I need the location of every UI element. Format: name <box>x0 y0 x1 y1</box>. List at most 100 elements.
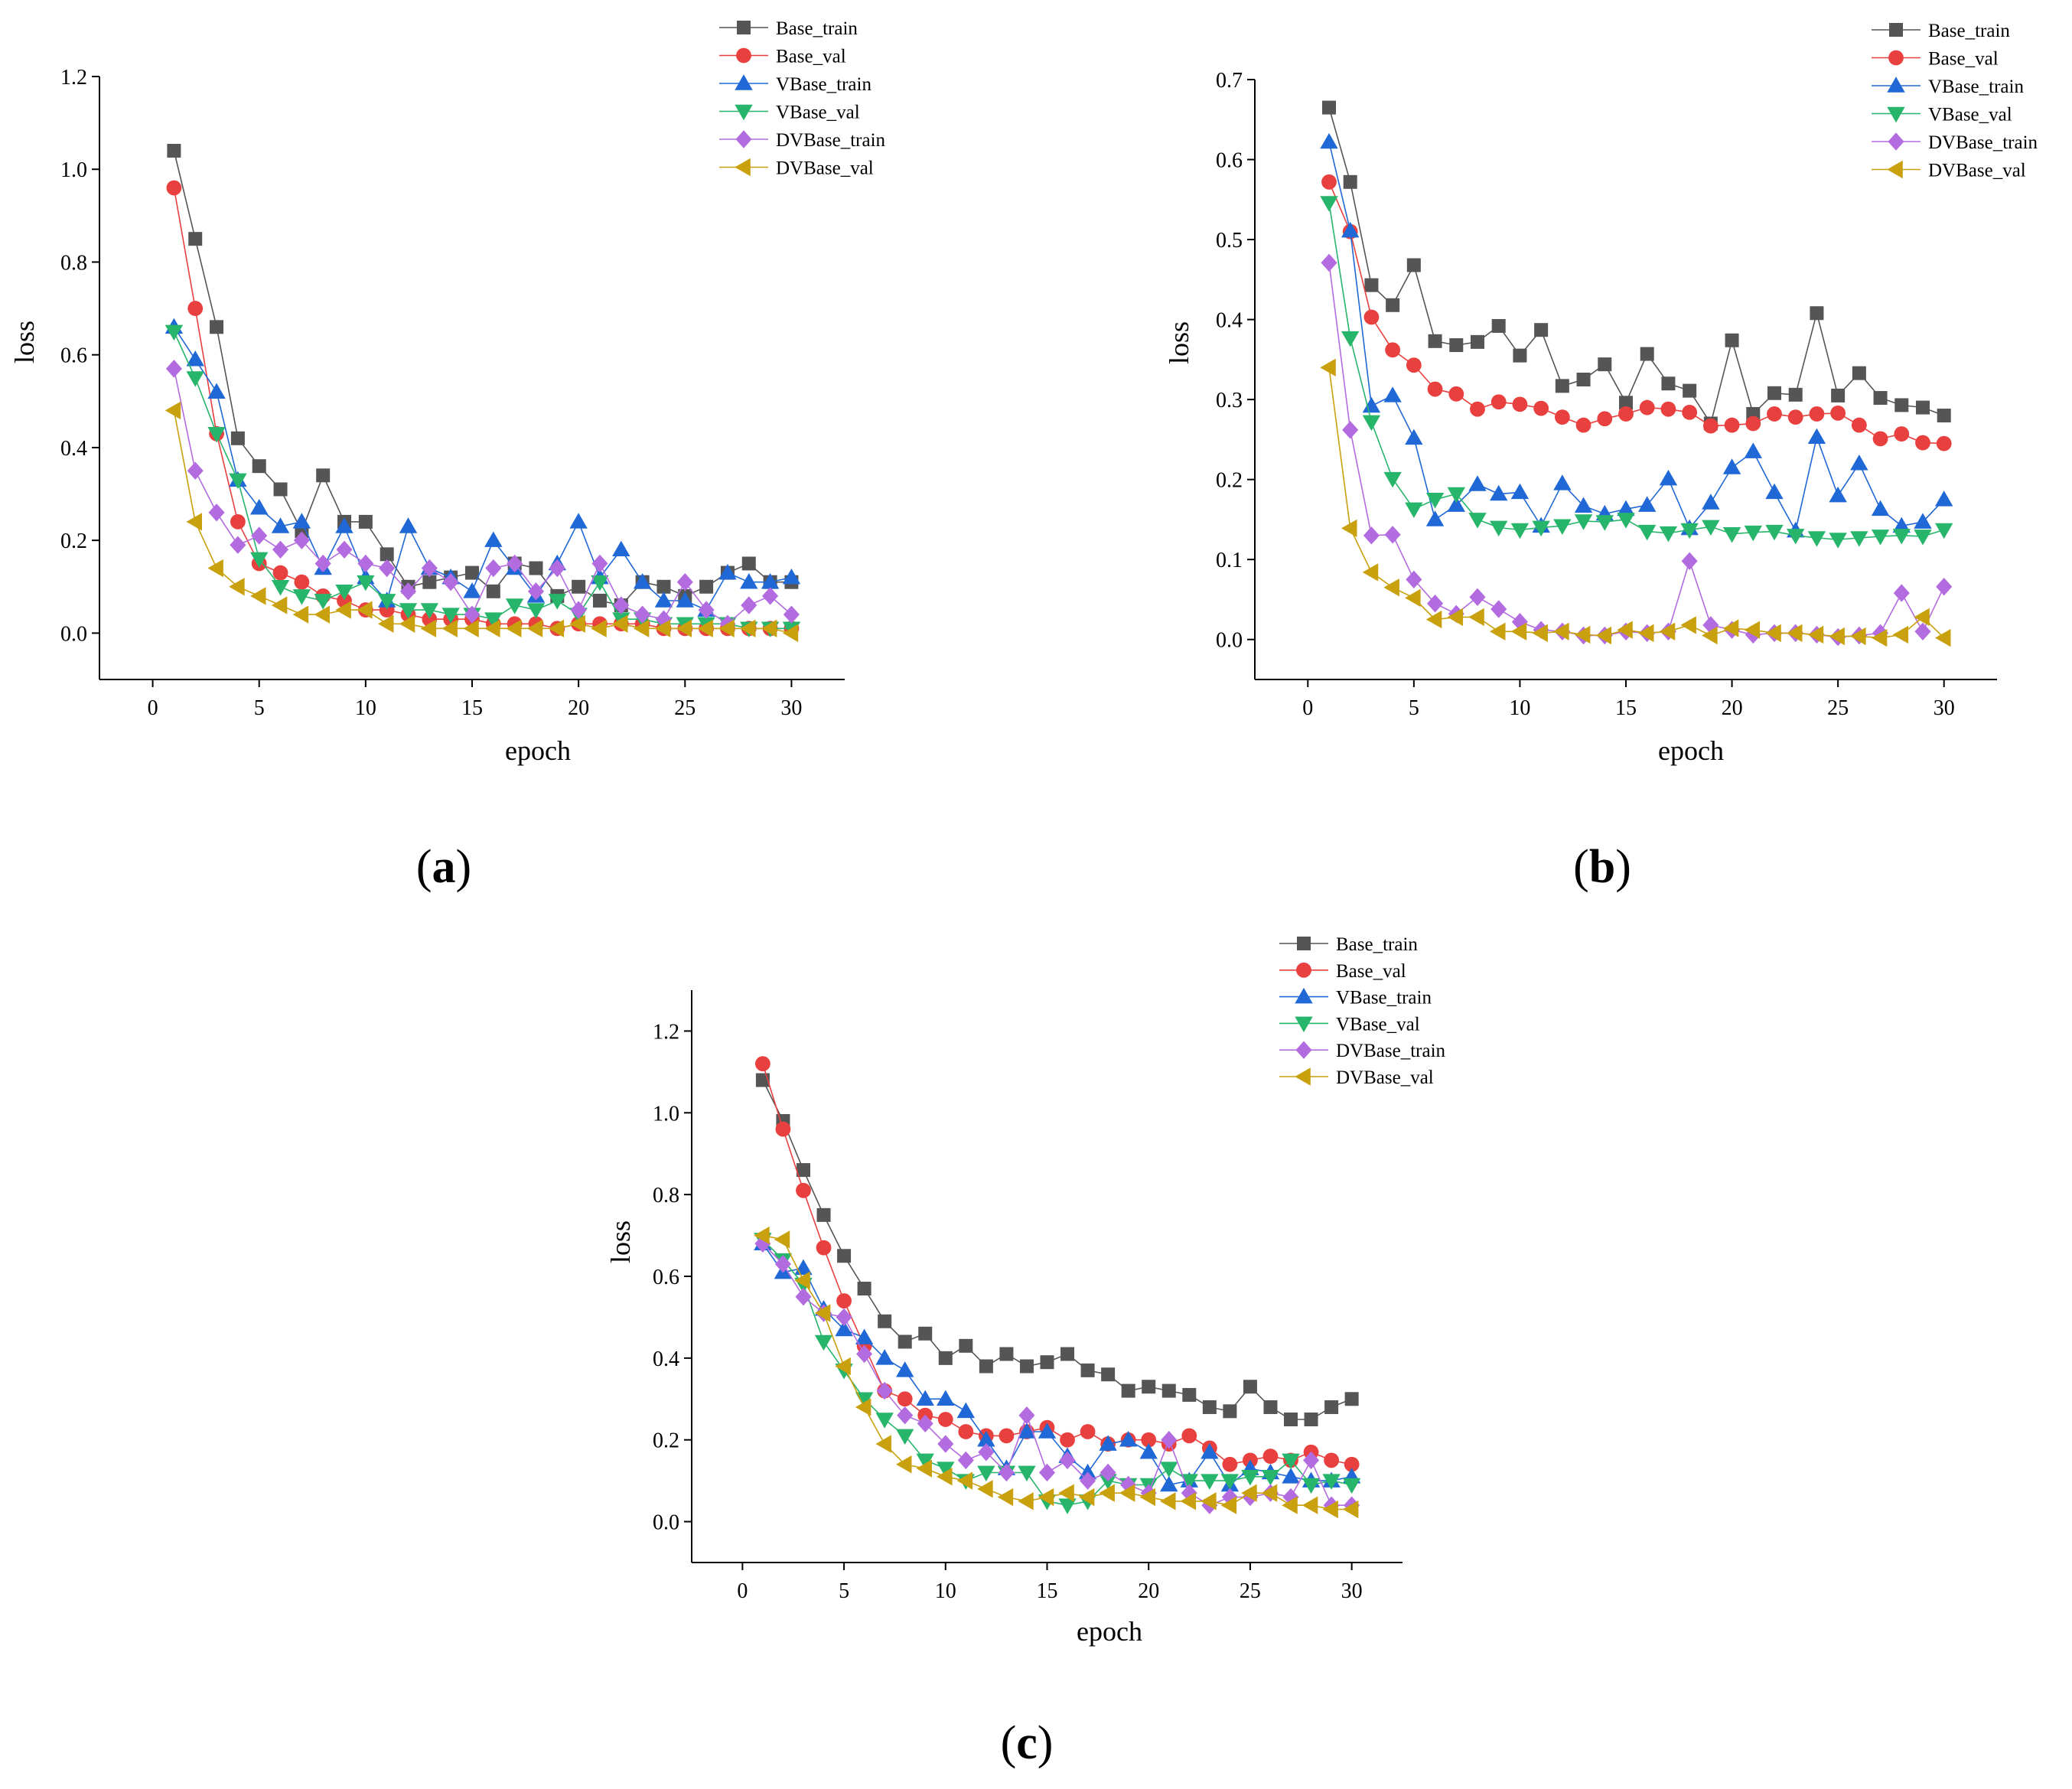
data-point <box>1618 406 1634 422</box>
data-point <box>208 503 225 522</box>
legend-marker <box>1887 77 1905 93</box>
data-point <box>230 514 246 530</box>
legend-label: VBase_val <box>776 103 860 123</box>
data-point <box>292 513 311 529</box>
legend-item-base-train: Base_train <box>1872 21 2010 41</box>
data-point <box>1405 588 1421 608</box>
legend-item-vbase-val: VBase_val <box>1279 1014 1420 1035</box>
data-point <box>486 584 500 598</box>
data-point <box>1490 600 1507 618</box>
data-point <box>1220 1474 1240 1490</box>
series-line-vbase-train <box>1328 142 1945 533</box>
data-point <box>1872 431 1888 447</box>
data-point <box>165 360 182 378</box>
data-point <box>836 1293 852 1308</box>
data-point <box>1829 627 1845 646</box>
data-point <box>958 1424 974 1439</box>
data-point <box>484 612 503 628</box>
data-point <box>1427 594 1444 613</box>
y-tick-label: 0.0 <box>1216 629 1243 653</box>
y-axis-title: loss <box>9 321 40 363</box>
x-tick-label: 5 <box>839 1579 849 1603</box>
data-point <box>761 573 780 589</box>
data-point <box>464 605 481 624</box>
data-point <box>1304 1413 1318 1426</box>
data-point <box>1160 1492 1176 1510</box>
data-point <box>1448 386 1464 402</box>
data-point <box>978 1443 995 1462</box>
series-base-val <box>1321 174 1952 451</box>
data-point <box>1682 404 1698 420</box>
data-point <box>1322 100 1336 115</box>
data-point <box>898 1334 912 1349</box>
data-point <box>979 1359 993 1374</box>
legend-marker <box>1295 1016 1313 1033</box>
data-point <box>1058 1484 1074 1502</box>
data-point <box>918 1326 933 1341</box>
data-point <box>1598 357 1612 372</box>
data-point <box>272 565 288 581</box>
data-point <box>484 531 503 547</box>
data-point <box>252 459 266 474</box>
y-tick-label: 1.0 <box>653 1102 679 1126</box>
data-point <box>1470 401 1485 417</box>
legend-marker <box>1888 50 1904 66</box>
data-point <box>814 1304 831 1322</box>
data-point <box>654 619 671 638</box>
data-point <box>856 1344 873 1364</box>
data-point <box>1553 519 1572 535</box>
x-axis-title: epoch <box>1077 1616 1142 1647</box>
data-point <box>1553 622 1569 640</box>
data-point <box>1788 387 1803 402</box>
data-point <box>755 1056 770 1072</box>
data-point <box>1243 1380 1257 1394</box>
data-point <box>1807 531 1826 547</box>
data-point <box>1725 333 1739 347</box>
series-dvbase-val <box>1320 358 1951 647</box>
data-point <box>379 559 396 578</box>
data-point <box>210 320 224 334</box>
y-tick-label: 0.7 <box>1216 69 1243 93</box>
data-point <box>1468 608 1484 627</box>
data-point <box>837 1249 852 1263</box>
data-point <box>1139 1488 1155 1507</box>
data-point <box>1180 1492 1197 1510</box>
data-point <box>1263 1400 1278 1414</box>
data-point <box>1302 1496 1318 1514</box>
data-point <box>314 554 331 573</box>
data-point <box>774 1230 790 1249</box>
y-tick-label: 0.2 <box>1216 469 1243 493</box>
data-point <box>1702 418 1719 434</box>
data-point <box>165 401 181 420</box>
data-point <box>1765 624 1781 643</box>
data-point <box>1871 500 1890 516</box>
data-point <box>1040 1355 1054 1370</box>
legend-marker <box>1889 23 1903 37</box>
data-point <box>1638 496 1657 512</box>
data-point <box>420 619 437 638</box>
data-point <box>1078 1488 1095 1507</box>
data-point <box>1362 563 1379 582</box>
data-point <box>1534 323 1549 337</box>
data-point <box>654 591 673 608</box>
data-point <box>796 1182 811 1198</box>
data-point <box>591 619 607 638</box>
data-point <box>1722 619 1739 637</box>
data-point <box>1722 458 1741 474</box>
data-point <box>250 587 266 605</box>
data-point <box>1914 513 1932 529</box>
legend-marker <box>735 130 752 148</box>
data-point <box>526 603 546 619</box>
data-point <box>188 232 203 246</box>
data-point <box>380 547 394 562</box>
data-point <box>271 579 290 596</box>
data-point <box>526 619 543 638</box>
data-point <box>835 1357 851 1376</box>
data-point <box>1363 309 1380 325</box>
x-tick-label: 30 <box>1934 696 1955 720</box>
data-point <box>1161 1431 1178 1449</box>
data-point <box>775 1121 791 1137</box>
data-point <box>1341 519 1357 538</box>
data-point <box>762 587 779 605</box>
data-point <box>1510 523 1530 539</box>
